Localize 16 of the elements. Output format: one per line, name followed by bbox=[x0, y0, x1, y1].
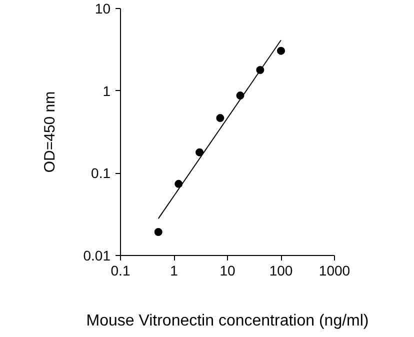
point bbox=[154, 228, 162, 236]
y-tick-label: 1 bbox=[102, 82, 111, 99]
point bbox=[277, 46, 285, 55]
x-tick-label: 1000 bbox=[318, 262, 350, 278]
x-tick-label: 10 bbox=[220, 262, 236, 278]
y-tick-label: 0.1 bbox=[91, 165, 111, 182]
x-tick-label: 100 bbox=[269, 262, 293, 278]
point bbox=[216, 114, 224, 122]
y-tick-label: 10 bbox=[94, 0, 111, 16]
point bbox=[174, 180, 183, 188]
y-axis-title: OD=450 nm bbox=[41, 91, 58, 173]
x-tick-label: 0.1 bbox=[110, 262, 130, 278]
y-tick-label: 0.01 bbox=[83, 248, 111, 264]
x-axis-title: Mouse Vitronectin concentration (ng/ml) bbox=[86, 312, 369, 330]
x-tick-label: 1 bbox=[170, 262, 178, 278]
point bbox=[196, 148, 204, 156]
